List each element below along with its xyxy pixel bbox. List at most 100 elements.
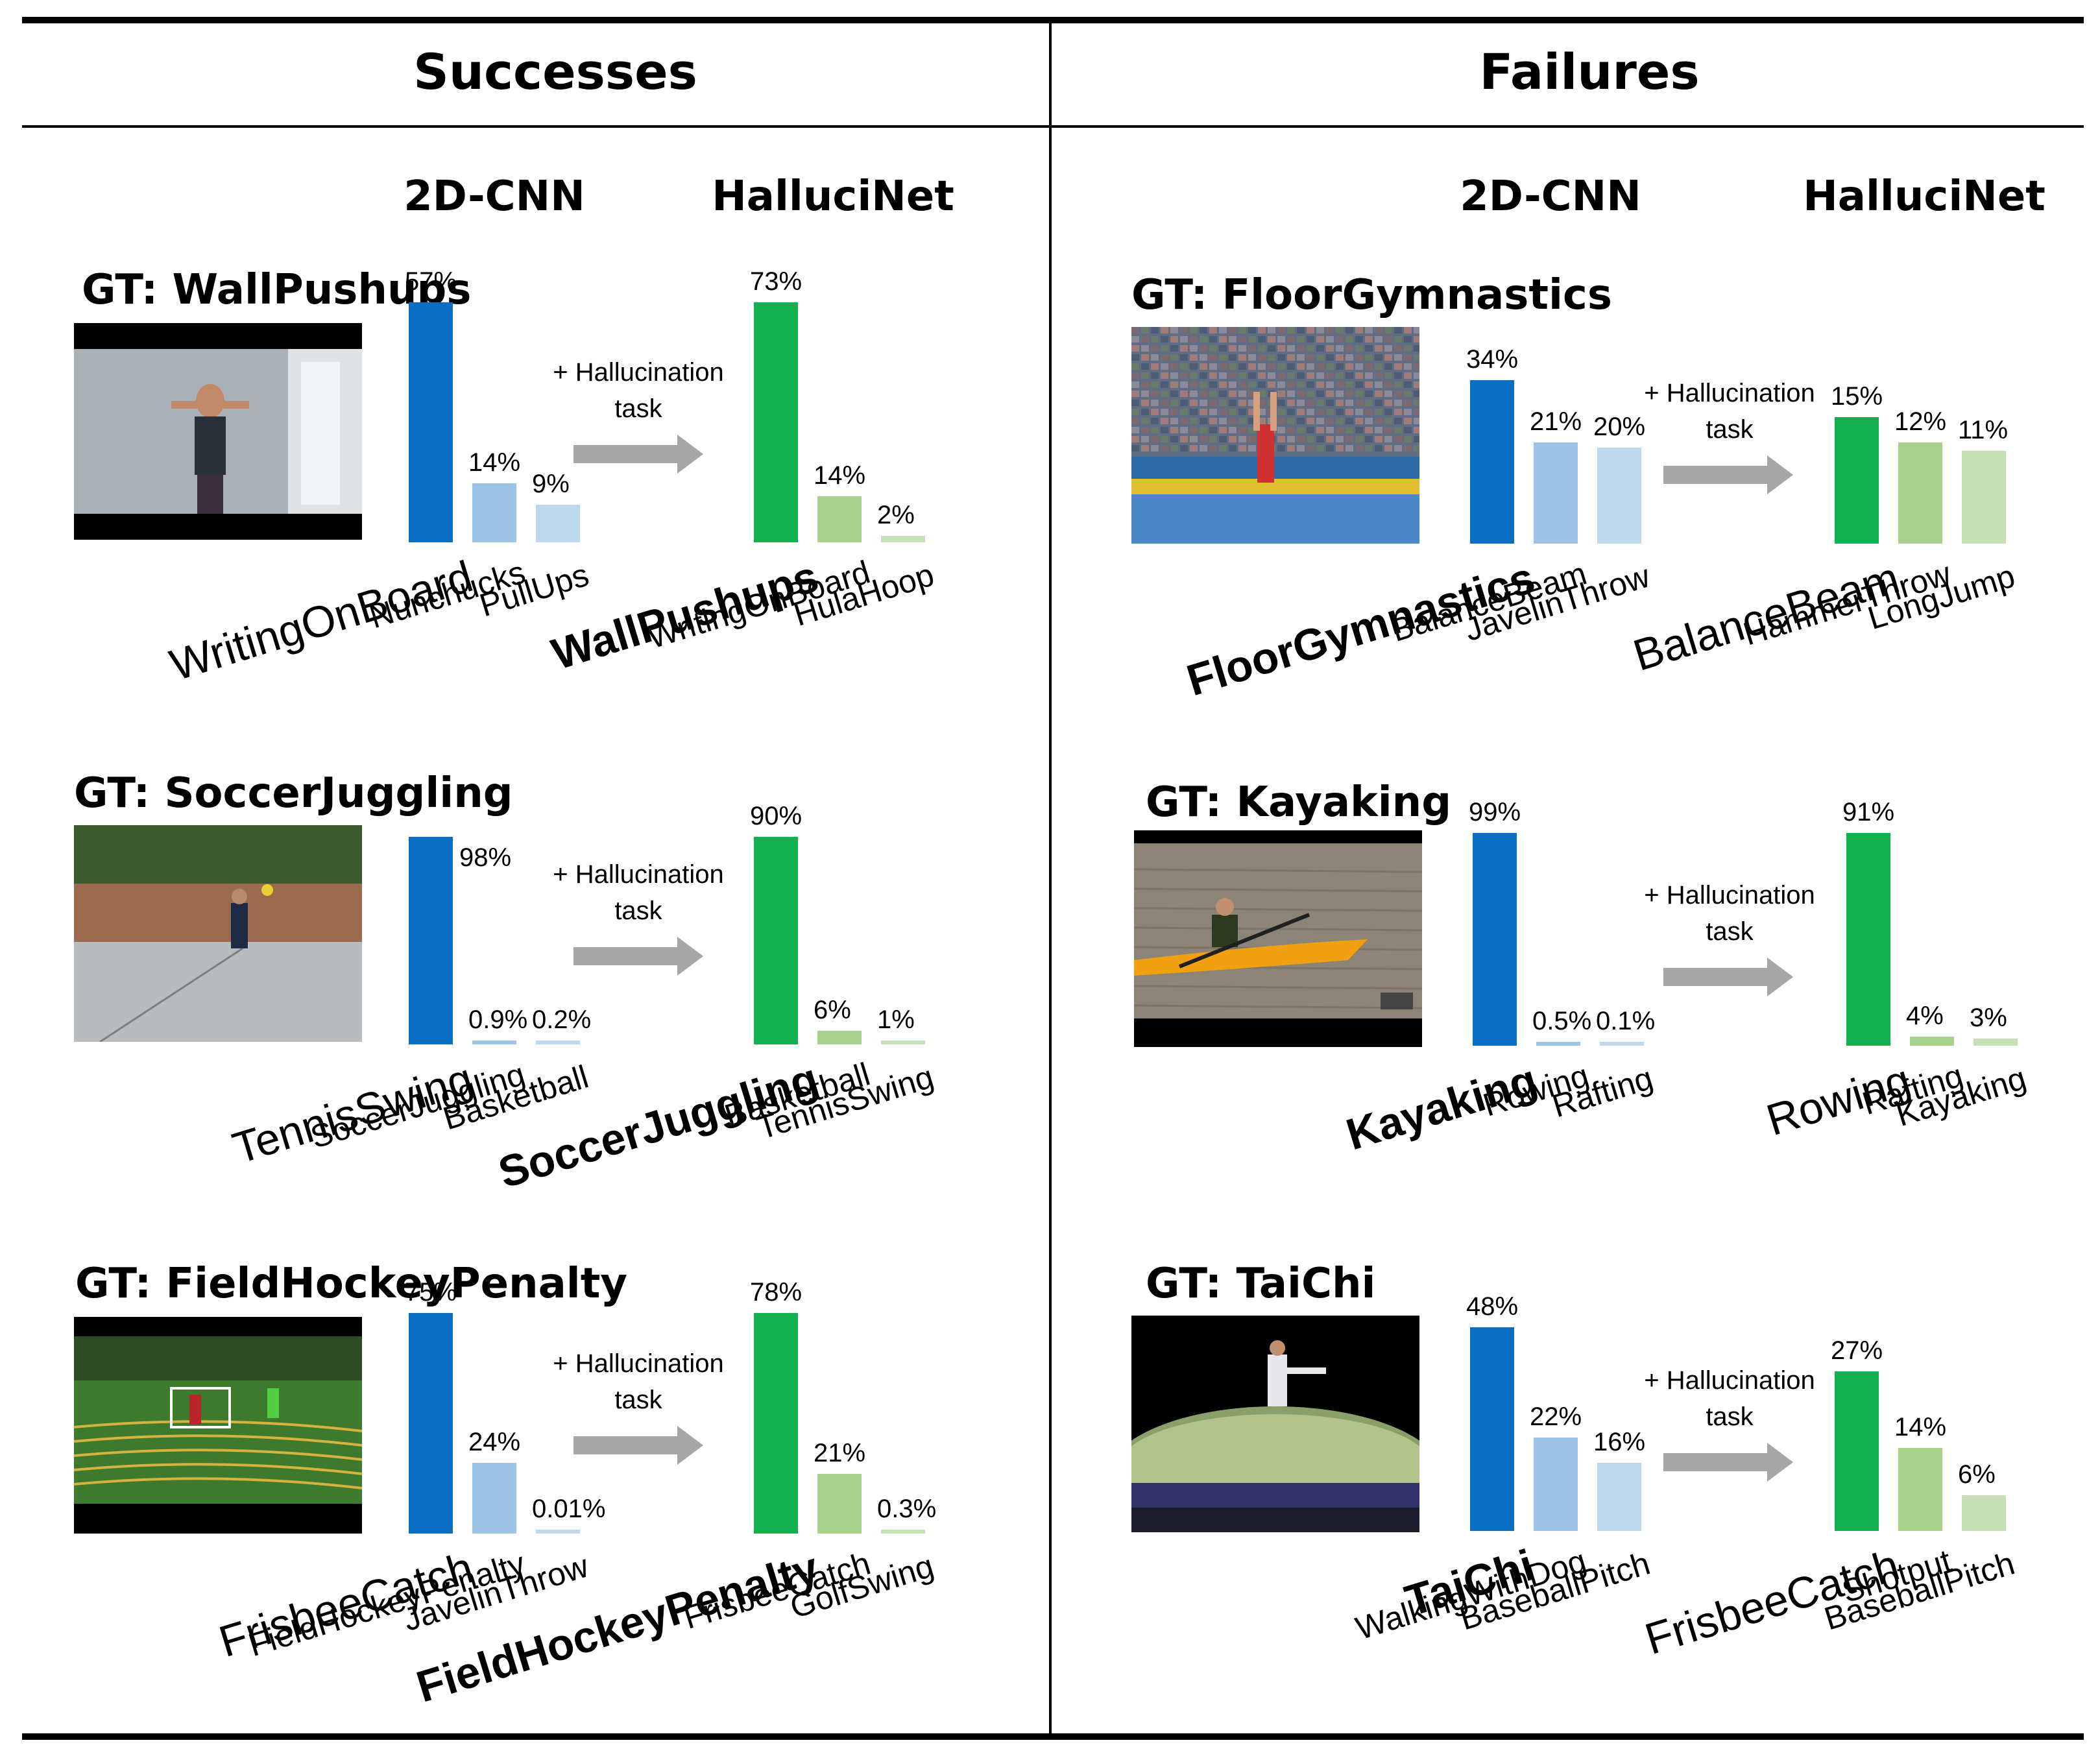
cnn-value-label-2: 14% [468,448,521,477]
cnn-bar-2 [472,483,516,542]
gt-title-1: GT: WallPushups [82,266,472,314]
bottom-rule [22,1733,2084,1740]
cnn-value-label-1: 48% [1466,1292,1519,1321]
hal-bar-3 [881,1530,925,1534]
gt-title-4: GT: FloorGymnastics [1131,271,1612,319]
video-thumbnail-4 [1131,327,1419,544]
hal-bar-1 [1846,833,1890,1046]
successes-header: Successes [413,43,697,101]
left-cnn-header: 2D-CNN [404,173,585,221]
hal-value-label-2: 21% [814,1439,866,1468]
hallucination-line-1: + Hallucination [1644,379,1815,407]
cnn-bar-1 [409,302,453,542]
hal-value-label-3: 2% [877,500,915,529]
hal-value-label-3: 1% [877,1005,915,1034]
hal-bar-3 [1973,1039,2018,1046]
cnn-value-label-3: 20% [1593,412,1646,441]
hallucination-line-2: task [1706,917,1754,946]
cnn-value-label-2: 0.9% [468,1005,528,1034]
cnn-bar-3 [1597,1463,1641,1531]
cnn-bar-2 [472,1041,516,1044]
cnn-bar-3 [536,1041,580,1044]
cnn-category-label-1: WritingOnBoard [165,551,479,691]
failures-header: Failures [1479,43,1700,101]
hal-bar-2 [817,1474,862,1534]
hallucination-label-3: + Hallucination task [541,1345,736,1418]
hallucination-line-2: task [1706,1403,1754,1431]
hallucination-line-1: + Hallucination [553,1349,724,1378]
hal-bar-3 [881,1041,925,1044]
right-cnn-header: 2D-CNN [1460,173,1641,221]
cnn-value-label-1: 34% [1466,345,1519,374]
arrow-shape [573,435,703,474]
cnn-value-label-1: 57% [405,267,457,296]
hal-bar-2 [817,1030,862,1044]
cnn-bar-3 [1597,447,1641,544]
hal-bar-3 [1962,1495,2006,1531]
cnn-value-label-3: 0.1% [1596,1007,1656,1035]
arrow-4 [1663,455,1793,494]
cnn-bar-1 [409,1313,453,1534]
arrow-6 [1663,1443,1793,1482]
hallucination-line-2: task [614,394,662,423]
hallucination-line-1: + Hallucination [1644,1366,1815,1395]
arrow-shape [573,1426,703,1465]
cnn-value-label-2: 22% [1530,1403,1582,1432]
hal-bar-2 [817,496,862,542]
hal-bar-3 [1962,451,2006,544]
hal-value-label-1: 90% [750,802,803,830]
cnn-bar-2 [1534,442,1578,544]
cnn-value-label-2: 0.5% [1532,1007,1592,1035]
cnn-value-label-2: 21% [1530,407,1582,437]
cnn-bar-1 [409,837,453,1044]
hallucination-line-1: + Hallucination [553,860,724,889]
cnn-bar-3 [1600,1042,1644,1046]
cnn-value-label-3: 16% [1593,1428,1646,1457]
video-thumbnail-1 [74,323,362,540]
hallucination-line-2: task [614,1386,662,1414]
hal-value-label-1: 27% [1831,1336,1883,1365]
hal-value-label-1: 91% [1842,798,1895,826]
cnn-bar-2 [1534,1438,1578,1531]
gt-title-2: GT: SoccerJuggling [74,769,513,817]
cnn-bar-2 [1536,1042,1580,1046]
cnn-value-label-2: 24% [468,1428,521,1457]
arrow-shape [573,937,703,976]
header-rule [22,125,2084,128]
video-thumbnail-3 [74,1317,362,1534]
hal-bar-3 [881,535,925,542]
hallucination-line-1: + Hallucination [553,358,724,387]
cnn-value-label-3: 0.2% [532,1005,592,1034]
arrow-shape [1663,957,1793,996]
arrow-2 [573,937,703,976]
hallucination-label-2: + Hallucination task [541,856,736,929]
hal-bar-2 [1898,1448,1942,1531]
cnn-value-label-3: 9% [532,469,570,498]
cnn-bar-1 [1473,833,1517,1046]
center-divider [1049,19,1052,1739]
hallucination-line-2: task [1706,415,1754,444]
hal-bar-1 [754,1313,798,1534]
hal-bar-2 [1910,1036,1954,1046]
hal-value-label-3: 11% [1958,416,2009,444]
cnn-bar-1 [1470,1327,1514,1531]
arrow-1 [573,435,703,474]
hal-bar-1 [1835,1371,1879,1531]
hal-value-label-3: 3% [1970,1004,2007,1033]
hal-value-label-3: 6% [1958,1460,1996,1489]
gt-title-6: GT: TaiChi [1146,1260,1376,1308]
arrow-5 [1663,957,1793,996]
hal-bar-1 [754,302,798,542]
hal-value-label-1: 15% [1831,382,1883,411]
cnn-bar-2 [472,1463,516,1534]
arrow-shape [1663,1443,1793,1482]
hal-bar-1 [1835,417,1879,544]
cnn-value-label-3: 0.01% [532,1495,606,1523]
hallucination-line-1: + Hallucination [1644,881,1815,909]
right-hallucinet-header: HalluciNet [1803,173,2046,221]
arrow-shape [1663,455,1793,494]
arrow-3 [573,1426,703,1465]
hal-value-label-1: 73% [750,267,803,296]
gt-title-3: GT: FieldHockeyPenalty [75,1260,627,1308]
video-thumbnail-5 [1134,830,1422,1047]
